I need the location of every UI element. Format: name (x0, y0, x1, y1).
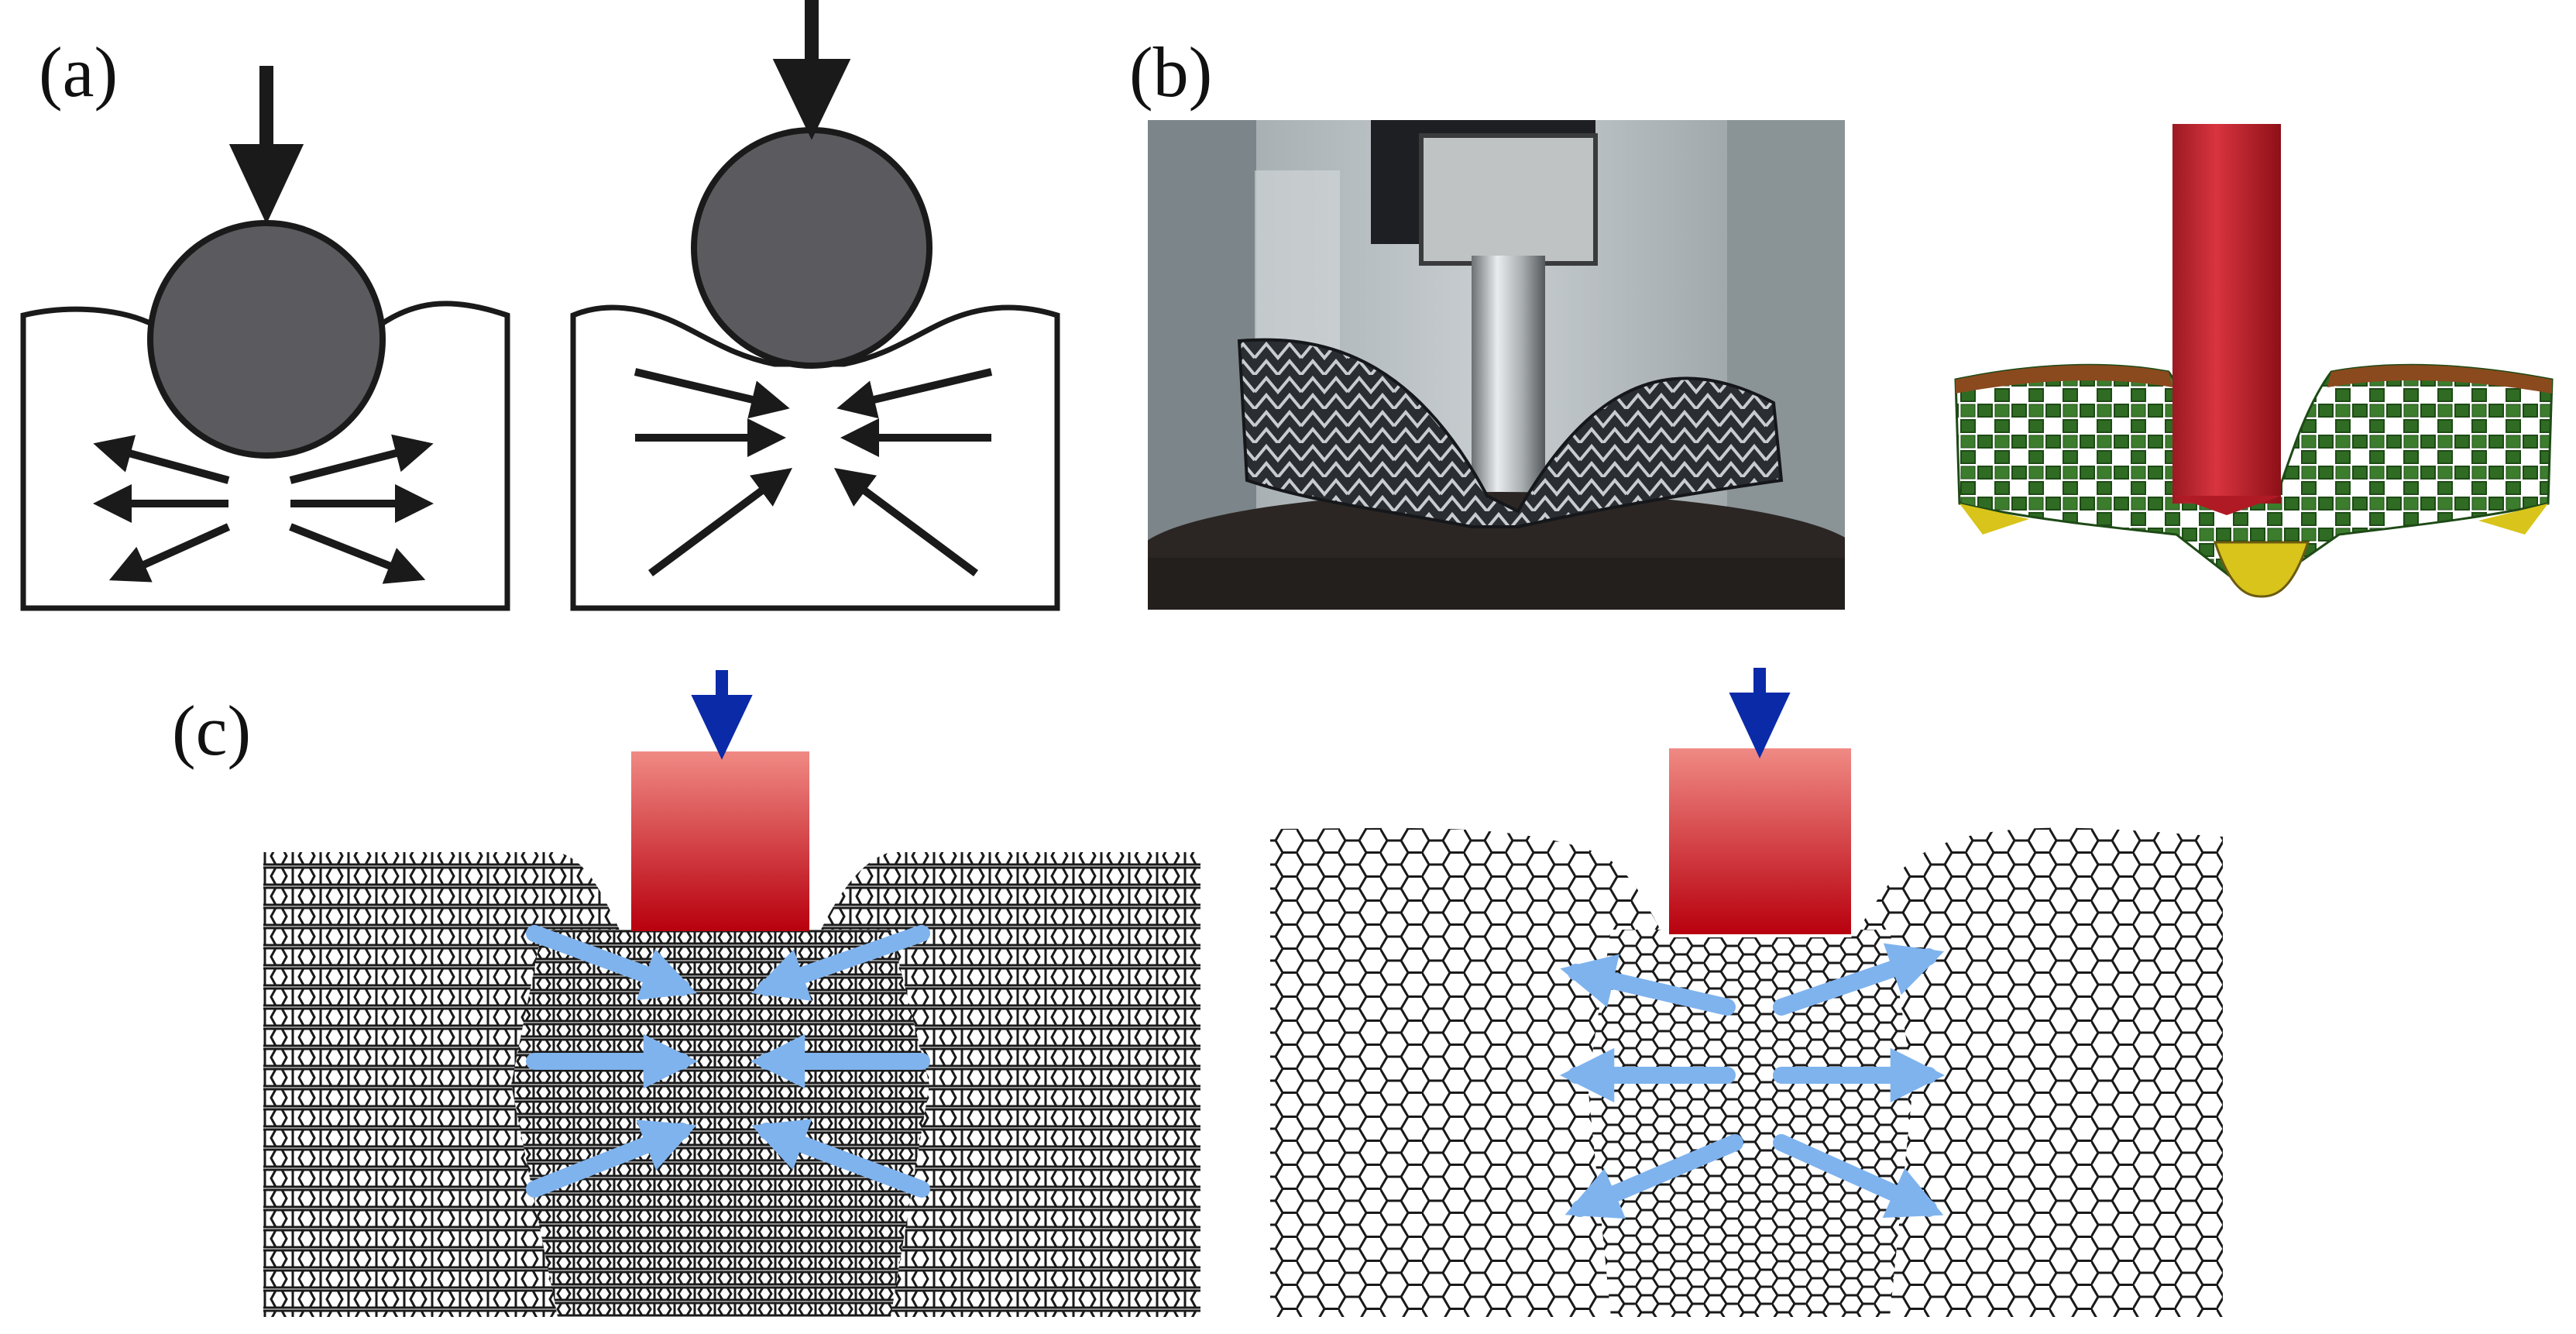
indenter-block (631, 751, 809, 931)
outward-flow-arrows (93, 434, 434, 584)
auxetic-material-indent-diagram (570, 0, 1060, 611)
panel-label-c: (c) (172, 691, 252, 770)
simulation-rod (2172, 124, 2281, 504)
folded-sandwich-sample (1237, 338, 1784, 528)
reentrant-lattice-indent (263, 670, 1200, 1317)
inward-flow-arrows-light-blue (526, 925, 930, 1198)
simulation-indentation-render (1874, 120, 2564, 610)
indenter-block (1669, 748, 1851, 934)
indenter-ball (691, 127, 933, 369)
load-arrow-down (772, 0, 851, 140)
load-arrow-blue (691, 670, 753, 760)
conventional-material-indent-diagram (20, 66, 510, 611)
load-arrow-blue (1729, 668, 1791, 758)
outward-flow-arrows-light-blue (1559, 943, 1946, 1219)
press-platen (1419, 133, 1598, 266)
load-arrow-down (228, 66, 304, 225)
hexagonal-honeycomb-indent (1270, 668, 2223, 1317)
inward-flow-arrows (634, 368, 993, 577)
panel-label-b: (b) (1129, 33, 1213, 112)
press-indenter-rod (1472, 256, 1545, 511)
panel-label-a: (a) (39, 33, 118, 112)
indenter-ball (147, 220, 386, 459)
experimental-indentation-photo (1148, 120, 1845, 610)
